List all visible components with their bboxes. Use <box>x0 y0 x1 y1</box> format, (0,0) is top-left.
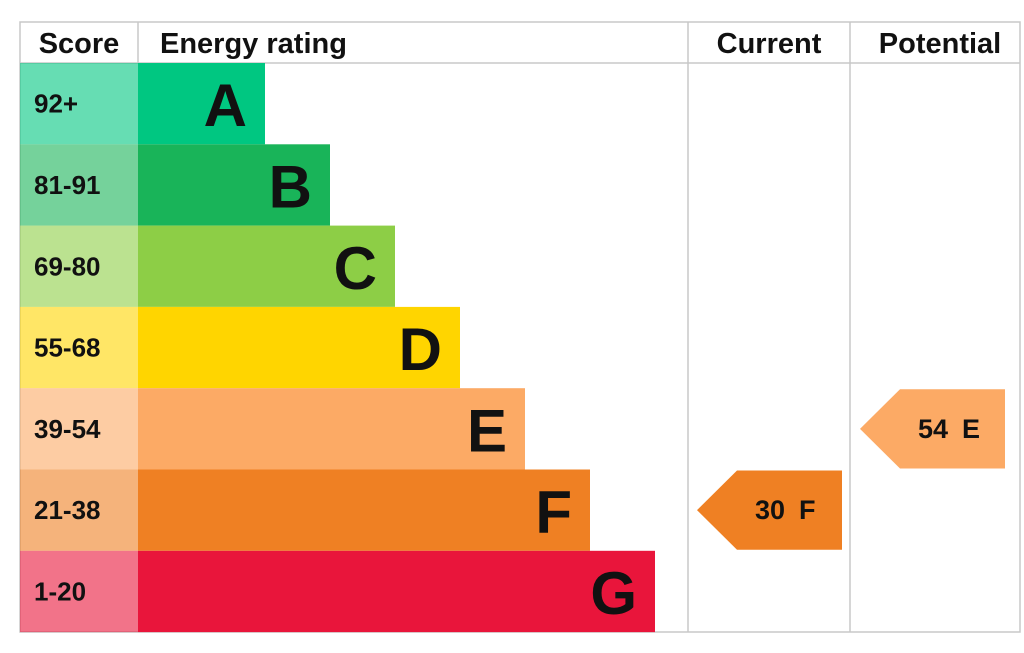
rating-bar <box>138 225 395 307</box>
score-cell <box>20 225 138 307</box>
header-energy-rating: Energy rating <box>160 28 347 60</box>
header-score: Score <box>39 28 120 60</box>
header-current: Current <box>717 28 822 60</box>
score-range: 39-54 <box>34 414 101 444</box>
band-letter: E <box>467 397 507 464</box>
current-band: F <box>799 495 816 525</box>
score-cell <box>20 144 138 226</box>
band-letter: F <box>535 479 572 546</box>
rating-bar <box>138 63 265 145</box>
rating-bar <box>138 144 330 226</box>
band-letter: B <box>269 153 312 220</box>
current-score: 30 <box>755 495 785 525</box>
score-cell <box>20 63 138 145</box>
score-range: 21-38 <box>34 495 101 525</box>
score-range: 69-80 <box>34 251 101 281</box>
rating-bar <box>138 550 655 633</box>
score-cell <box>20 550 138 633</box>
score-range: 1-20 <box>34 576 86 606</box>
rating-bar <box>138 469 590 551</box>
potential-band: E <box>962 414 980 444</box>
band-letter: A <box>204 72 247 139</box>
score-cell <box>20 388 138 470</box>
current-arrow <box>697 470 842 550</box>
score-range: 81-91 <box>34 170 101 200</box>
potential-arrow <box>860 389 1005 469</box>
score-cell <box>20 469 138 551</box>
score-range: 55-68 <box>34 333 101 363</box>
band-letter: D <box>399 316 442 383</box>
band-letter: C <box>334 235 377 302</box>
score-cell <box>20 306 138 389</box>
score-range: 92+ <box>34 89 78 119</box>
header-potential: Potential <box>879 28 1001 60</box>
potential-score: 54 <box>918 414 948 444</box>
band-letter: G <box>590 560 637 627</box>
rating-bar <box>138 306 460 389</box>
rating-bar <box>138 388 525 470</box>
